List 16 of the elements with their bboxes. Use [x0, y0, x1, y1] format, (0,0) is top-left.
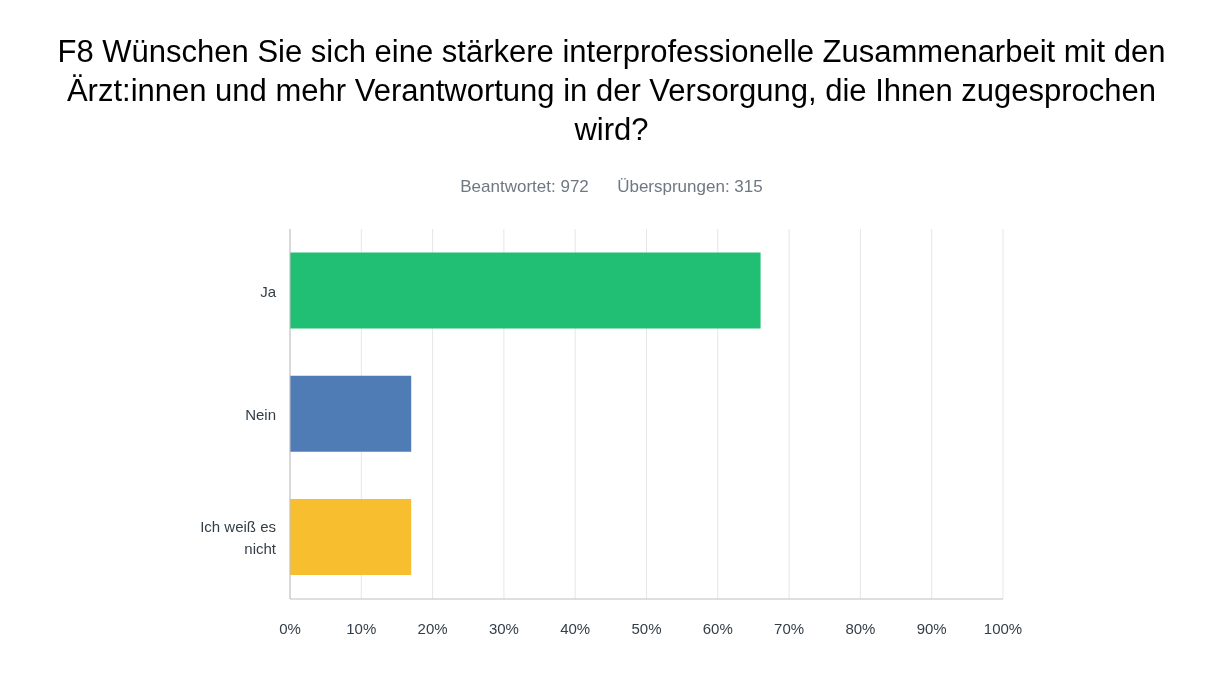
x-tick-label: 70%	[774, 619, 805, 637]
x-tick-label: 100%	[983, 619, 1023, 637]
x-tick-label: 60%	[702, 619, 733, 637]
x-tick-label: 30%	[488, 619, 519, 637]
x-tick-label: 50%	[631, 619, 662, 637]
x-tick-label: 0%	[279, 619, 301, 637]
y-tick-label: Ja	[260, 282, 277, 300]
x-tick-label: 20%	[417, 619, 448, 637]
y-tick-label: Nein	[245, 405, 276, 423]
x-tick-label: 90%	[916, 619, 947, 637]
chart-subtitle: Beantwortet: 972 Übersprungen: 315	[459, 177, 764, 197]
y-tick-label: Ich weiß es nicht	[200, 517, 277, 557]
x-tick-label: 40%	[560, 619, 591, 637]
x-tick-label: 80%	[845, 619, 876, 637]
x-tick-label: 10%	[346, 619, 377, 637]
chart-title: F8 Wünschen Sie sich eine stärkere interprofessionelle Zusammenarbeit mit den Ärzt:innen und mehr Verantwortung in der Versorgung, die Ihnen zugesprochen wird?	[56, 33, 1167, 149]
